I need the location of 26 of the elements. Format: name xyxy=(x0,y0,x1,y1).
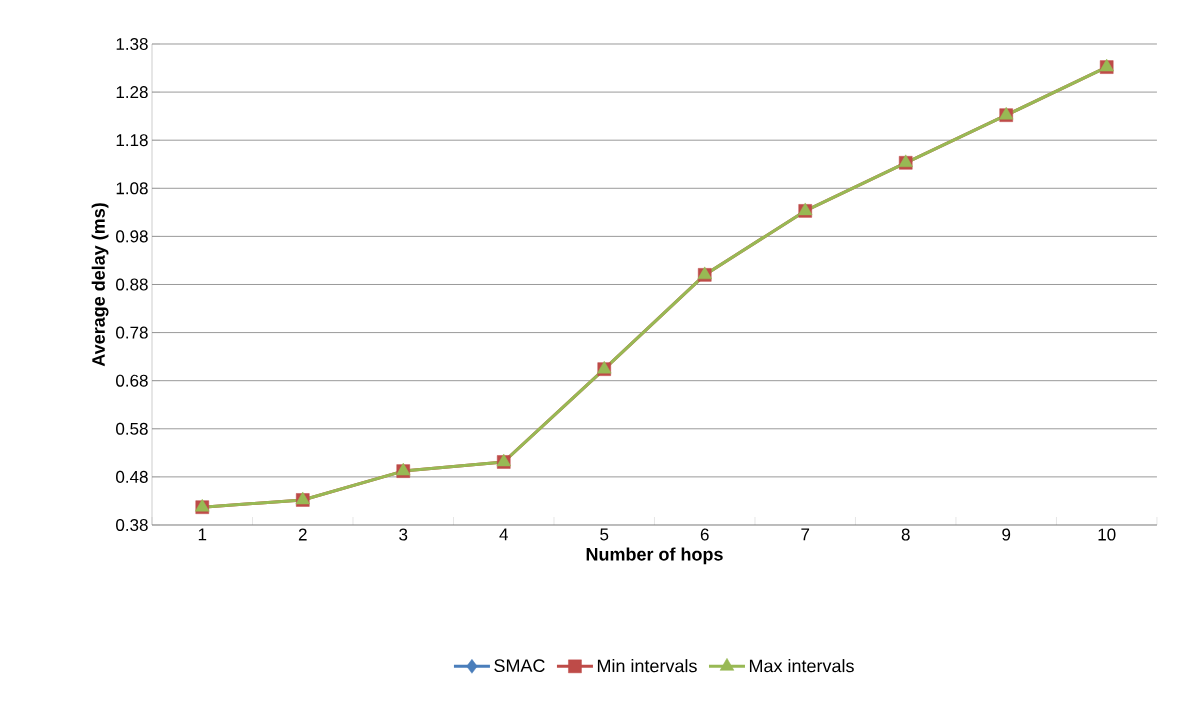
x-tick-label: 5 xyxy=(600,528,609,541)
y-tick-label: 0.78 xyxy=(116,326,148,339)
x-tick-label: 2 xyxy=(298,528,307,541)
y-tick-label: 1.18 xyxy=(116,134,148,147)
y-tick-label: 0.88 xyxy=(116,278,148,291)
x-tick-label: 7 xyxy=(801,528,810,541)
x-tick-label: 3 xyxy=(399,528,408,541)
y-tick-label: 0.48 xyxy=(116,470,148,483)
x-tick-label: 1 xyxy=(198,528,207,541)
x-axis-title: Number of hops xyxy=(586,547,723,565)
y-tick-label: 1.28 xyxy=(116,86,148,99)
x-tick-label: 10 xyxy=(1098,528,1116,541)
y-tick-label: 1.38 xyxy=(116,37,148,51)
legend-label: Max intervals xyxy=(749,659,854,673)
y-tick-label: 1.08 xyxy=(116,182,148,195)
y-tick-label: 0.38 xyxy=(116,518,148,532)
y-axis-title: Average delay (ms) xyxy=(91,203,109,367)
legend-label: Min intervals xyxy=(597,659,697,673)
legend-label: SMAC xyxy=(494,659,545,673)
x-tick-label: 6 xyxy=(700,528,709,541)
y-tick-label: 0.68 xyxy=(116,374,148,387)
x-tick-label: 8 xyxy=(901,528,910,541)
x-tick-label: 4 xyxy=(499,528,508,541)
y-tick-label: 0.98 xyxy=(116,230,148,243)
y-tick-label: 0.58 xyxy=(116,422,148,435)
x-tick-label: 9 xyxy=(1002,528,1011,541)
